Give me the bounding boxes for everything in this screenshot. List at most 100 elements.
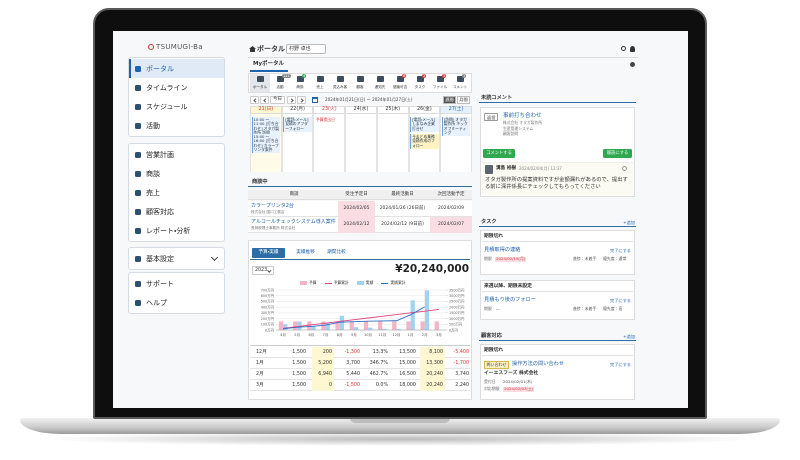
bar [293,321,298,330]
toolbar-badge: 1 [462,74,467,79]
user-icon[interactable] [630,46,635,52]
add-link[interactable]: +追加 [623,333,635,339]
nav-item[interactable]: 活動 [146,121,160,130]
toolbar-label[interactable]: タスク [414,84,426,89]
task-name[interactable]: 見積もり後のフォロー [484,297,536,303]
view-button[interactable] [443,96,456,104]
support-company: イーエスフーズ 株式会社 [484,371,539,376]
toolbar-label[interactable]: 売上 [316,84,324,89]
nav-item[interactable]: 顧客対応 [146,207,174,216]
calendar-event[interactable]: [電話・メール] しまなみ企業 打合せ [410,117,439,132]
toolbar-label[interactable]: 顧客 [356,84,364,89]
toolbar-label[interactable]: 見込み客 [332,84,348,89]
toolbar-icon[interactable] [337,76,344,82]
calendar-event[interactable]: 15:00 〜 16:00 [打ち合わせ] カラープリンタ案件 [251,133,281,154]
toolbar-label[interactable]: 活動 [276,84,284,89]
toolbar-label[interactable]: 稟議可否 [392,84,408,89]
nav-icon [135,104,141,110]
bar [396,328,401,330]
deal-name[interactable]: アルコールチェックシステム導入案件 [251,219,336,225]
task-card [480,230,635,275]
nav-item[interactable]: 商談 [146,169,160,178]
calendar-event[interactable]: 10:00 〜 11:00 [打ち合わせ] オタガ製作所 訪問 [251,116,281,137]
sales-tab-active[interactable] [252,248,285,258]
date-range: 2024年01月21日(日) ～ 2024年01月27日(土) [325,96,413,102]
today-button[interactable]: 今日 [273,97,282,102]
toolbar-icon[interactable] [277,76,284,82]
calendar-nav[interactable] [287,96,296,104]
calendar-nav[interactable] [297,96,306,104]
sales-cell: 0 [328,383,332,388]
calendar-event[interactable]: [電話・メール] 見積のアフターフォロー [283,117,312,132]
toolbar-icon[interactable] [257,76,264,82]
toolbar-label[interactable]: コメント [452,84,468,89]
calendar-event[interactable]: 今まとめ業務 見積作成のフォロー [410,134,439,149]
bar [349,321,354,330]
reaction-icon[interactable] [622,166,627,171]
section-rule [479,340,636,341]
task-done[interactable]: 完了にする [610,297,631,303]
calendar-nav[interactable] [250,96,259,104]
comment-subject[interactable]: 事前打ち合わせ [503,113,542,119]
comment-button-label[interactable]: 既読にする [606,150,629,156]
bar [325,323,330,330]
toolbar-icon[interactable] [317,76,324,82]
task-name[interactable]: 見積取得の連絡 [484,247,521,253]
toolbar-label[interactable]: 商談 [296,84,304,89]
nav-icon [135,152,141,158]
toolbar-label[interactable]: ポータル [252,84,268,89]
search-icon[interactable] [621,46,626,51]
portal-tab[interactable]: Myポータル [253,61,285,67]
x-tick-label: 11月 [378,332,386,337]
year-select[interactable] [252,266,274,275]
nav-item[interactable]: 売上 [146,188,160,197]
view-label[interactable]: 週間 [445,97,454,102]
table-rule [250,345,470,346]
nav-item[interactable]: ヘルプ [146,298,167,307]
nav-item[interactable]: レポート・分析 [146,226,191,235]
nav-item[interactable]: スケジュール [146,102,188,111]
calendar-nav[interactable] [270,96,285,104]
comment-button[interactable] [603,149,632,158]
toolbar-icon[interactable] [377,76,384,82]
view-button[interactable] [457,96,470,104]
nav-item[interactable]: タイムライン [146,83,188,92]
toolbar-icon[interactable] [357,76,364,82]
deal-name[interactable]: カラープリンタ2台 [251,203,294,209]
toolbar-icon[interactable] [437,76,444,82]
add-link[interactable]: +追加 [623,219,635,225]
toolbar-icon[interactable] [417,76,424,82]
calendar-nav[interactable] [260,96,269,104]
deadline-label: 対応期限 [484,386,500,391]
calendar-icon[interactable] [312,97,318,103]
comment-button[interactable] [483,149,515,158]
calendar-event[interactable]: [訪問] オタガ製作所 キックオフミーティング [441,117,471,137]
toolbar-icon[interactable] [397,76,404,82]
toolbar-icon[interactable] [297,76,304,82]
nav-item[interactable]: ポータル [146,64,174,73]
task-progress: 進捗：未着手 [573,306,597,311]
sales-tab[interactable]: 期間比較 [327,250,346,255]
task-progress: 進捗：未着手 [573,256,597,261]
support-name[interactable]: 操作方法の問い合わせ [512,361,564,367]
user-select[interactable] [286,44,326,54]
nav-icon [135,190,141,196]
calendar-event[interactable]: 予算提出日 [315,116,335,122]
sales-cell: 13,300 [426,361,443,366]
x-tick-label: 8月 [337,332,343,337]
x-tick-label: 3月 [436,332,442,337]
toolbar-label[interactable]: 通知先 [374,84,386,89]
task-done[interactable]: 完了にする [610,247,631,253]
nav-item[interactable]: サポート [146,279,174,288]
comment-button-label[interactable]: コメントする [486,150,512,156]
nav-item[interactable]: 基本設定 [146,254,174,263]
settings-icon[interactable] [630,62,635,67]
nav-item[interactable]: 営業計画 [146,150,174,159]
view-label[interactable]: 月間 [459,97,468,102]
support-done[interactable]: 完了にする [610,361,631,367]
sales-tab[interactable]: 実績推移 [296,250,315,255]
toolbar-label[interactable]: ファイル [432,84,448,89]
toolbar-icon[interactable] [457,76,464,82]
y2-tick-label: 2500万円 [449,300,465,304]
sales-tab[interactable]: 予算・実績 [258,250,279,255]
